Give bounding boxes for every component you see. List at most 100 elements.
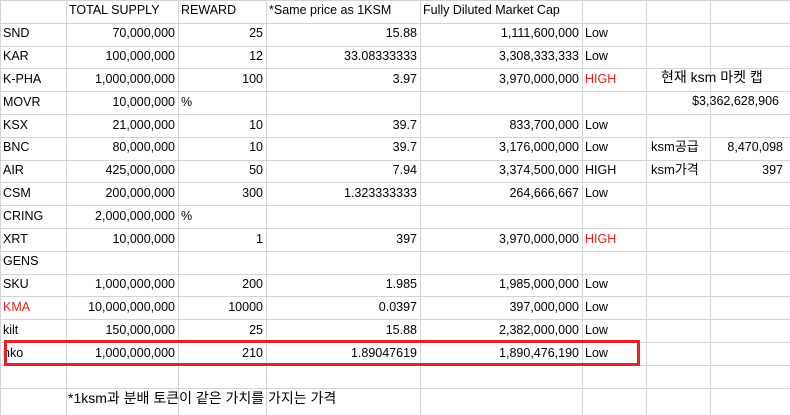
fdmc-cell[interactable]: 397,000,000: [509, 300, 579, 314]
total-supply-cell[interactable]: 70,000,000: [112, 26, 175, 40]
token-name-cell[interactable]: SND: [3, 26, 30, 40]
risk-cell[interactable]: Low: [585, 300, 608, 314]
ksm-market-cap-label[interactable]: 현재 ksm 마켓 캡: [661, 69, 763, 85]
risk-cell[interactable]: Low: [585, 277, 608, 291]
reward-cell[interactable]: 25: [249, 26, 263, 40]
total-supply-cell[interactable]: 100,000,000: [105, 49, 175, 63]
header-total-supply[interactable]: TOTAL SUPPLY: [69, 3, 160, 17]
token-name-cell[interactable]: CRING: [3, 209, 44, 223]
fdmc-cell[interactable]: 3,176,000,000: [499, 140, 579, 154]
risk-cell[interactable]: Low: [585, 140, 608, 154]
risk-cell[interactable]: Low: [585, 26, 608, 40]
grid-col-line: [178, 0, 179, 415]
same-price-cell[interactable]: 3.97: [392, 72, 417, 86]
risk-cell[interactable]: Low: [585, 323, 608, 337]
risk-cell[interactable]: Low: [585, 186, 608, 200]
fdmc-cell[interactable]: 3,374,500,000: [499, 163, 579, 177]
total-supply-cell[interactable]: 425,000,000: [105, 163, 175, 177]
total-supply-cell[interactable]: 10,000,000: [112, 95, 175, 109]
reward-cell[interactable]: 25: [249, 323, 263, 337]
grid-row-line: [0, 91, 790, 92]
total-supply-cell[interactable]: 200,000,000: [105, 186, 175, 200]
total-supply-cell[interactable]: 1,000,000,000: [95, 346, 175, 360]
reward-cell[interactable]: 100: [242, 72, 263, 86]
total-supply-cell[interactable]: 2,000,000,000: [95, 209, 175, 223]
same-price-cell[interactable]: 33.08333333: [344, 49, 417, 63]
header-reward[interactable]: REWARD: [181, 3, 237, 17]
reward-cell[interactable]: 10: [249, 140, 263, 154]
header-fdmc[interactable]: Fully Diluted Market Cap: [423, 3, 560, 17]
reward-cell[interactable]: %: [181, 95, 193, 109]
token-name-cell[interactable]: hko: [3, 346, 24, 360]
total-supply-cell[interactable]: 80,000,000: [112, 140, 175, 154]
fdmc-cell[interactable]: 1,890,476,190: [499, 346, 579, 360]
token-name-cell[interactable]: SKU: [3, 277, 29, 291]
reward-cell[interactable]: 12: [249, 49, 263, 63]
risk-cell[interactable]: Low: [585, 49, 608, 63]
token-name-cell[interactable]: AIR: [3, 163, 24, 177]
grid-row-line: [0, 251, 790, 252]
reward-cell[interactable]: 200: [242, 277, 263, 291]
fdmc-cell[interactable]: 3,970,000,000: [499, 72, 579, 86]
same-price-cell[interactable]: 15.88: [385, 26, 417, 40]
token-name-cell[interactable]: CSM: [3, 186, 31, 200]
fdmc-cell[interactable]: 1,985,000,000: [499, 277, 579, 291]
reward-cell[interactable]: %: [181, 209, 193, 223]
ksm-supply-value[interactable]: 8,470,098: [727, 140, 783, 154]
token-name-cell[interactable]: K-PHA: [3, 72, 42, 86]
same-price-cell[interactable]: 397: [396, 232, 417, 246]
grid-col-line: [646, 0, 647, 415]
reward-cell[interactable]: 10000: [228, 300, 263, 314]
fdmc-cell[interactable]: 833,700,000: [509, 118, 579, 132]
ksm-supply-label[interactable]: ksm공급: [651, 139, 699, 154]
ksm-market-cap-value[interactable]: $3,362,628,906: [692, 94, 779, 108]
total-supply-cell[interactable]: 1,000,000,000: [95, 277, 175, 291]
risk-cell[interactable]: HIGH: [585, 72, 617, 86]
ksm-price-label[interactable]: ksm가격: [651, 162, 699, 177]
footnote: *1ksm과 분배 토큰이 같은 가치를 가지는 가격: [68, 390, 337, 406]
same-price-cell[interactable]: 7.94: [392, 163, 417, 177]
header-same-price[interactable]: *Same price as 1KSM: [269, 3, 392, 17]
grid-row-line: [0, 388, 790, 389]
token-name-cell[interactable]: KMA: [3, 300, 31, 314]
token-name-cell[interactable]: KSX: [3, 118, 29, 132]
same-price-cell[interactable]: 15.88: [385, 323, 417, 337]
total-supply-cell[interactable]: 10,000,000,000: [88, 300, 175, 314]
reward-cell[interactable]: 300: [242, 186, 263, 200]
same-price-cell[interactable]: 39.7: [392, 118, 417, 132]
token-name-cell[interactable]: GENS: [3, 254, 39, 268]
token-name-cell[interactable]: kilt: [3, 323, 19, 337]
fdmc-cell[interactable]: 2,382,000,000: [499, 323, 579, 337]
risk-cell[interactable]: Low: [585, 118, 608, 132]
grid-col-line: [582, 0, 583, 415]
risk-cell[interactable]: HIGH: [585, 232, 617, 246]
reward-cell[interactable]: 50: [249, 163, 263, 177]
same-price-cell[interactable]: 1.985: [385, 277, 417, 291]
total-supply-cell[interactable]: 1,000,000,000: [95, 72, 175, 86]
risk-cell[interactable]: HIGH: [585, 163, 617, 177]
grid-row-line: [0, 274, 790, 275]
token-name-cell[interactable]: KAR: [3, 49, 29, 63]
total-supply-cell[interactable]: 21,000,000: [112, 118, 175, 132]
fdmc-cell[interactable]: 264,666,667: [509, 186, 579, 200]
same-price-cell[interactable]: 1.323333333: [344, 186, 417, 200]
fdmc-cell[interactable]: 3,308,333,333: [499, 49, 579, 63]
grid-row-line: [0, 68, 790, 69]
token-name-cell[interactable]: BNC: [3, 140, 30, 154]
risk-cell[interactable]: Low: [585, 346, 608, 360]
reward-cell[interactable]: 10: [249, 118, 263, 132]
reward-cell[interactable]: 210: [242, 346, 263, 360]
fdmc-cell[interactable]: 1,111,600,000: [500, 26, 579, 40]
token-name-cell[interactable]: XRT: [3, 232, 28, 246]
fdmc-cell[interactable]: 3,970,000,000: [499, 232, 579, 246]
total-supply-cell[interactable]: 10,000,000: [112, 232, 175, 246]
same-price-cell[interactable]: 39.7: [392, 140, 417, 154]
same-price-cell[interactable]: 1.89047619: [350, 346, 417, 360]
ksm-price-value[interactable]: 397: [762, 163, 783, 177]
total-supply-cell[interactable]: 150,000,000: [105, 323, 175, 337]
same-price-cell[interactable]: 0.0397: [378, 300, 417, 314]
reward-cell[interactable]: 1: [256, 232, 263, 246]
grid-row-line: [0, 182, 790, 183]
token-name-cell[interactable]: MOVR: [3, 95, 41, 109]
grid-row-line: [0, 228, 790, 229]
